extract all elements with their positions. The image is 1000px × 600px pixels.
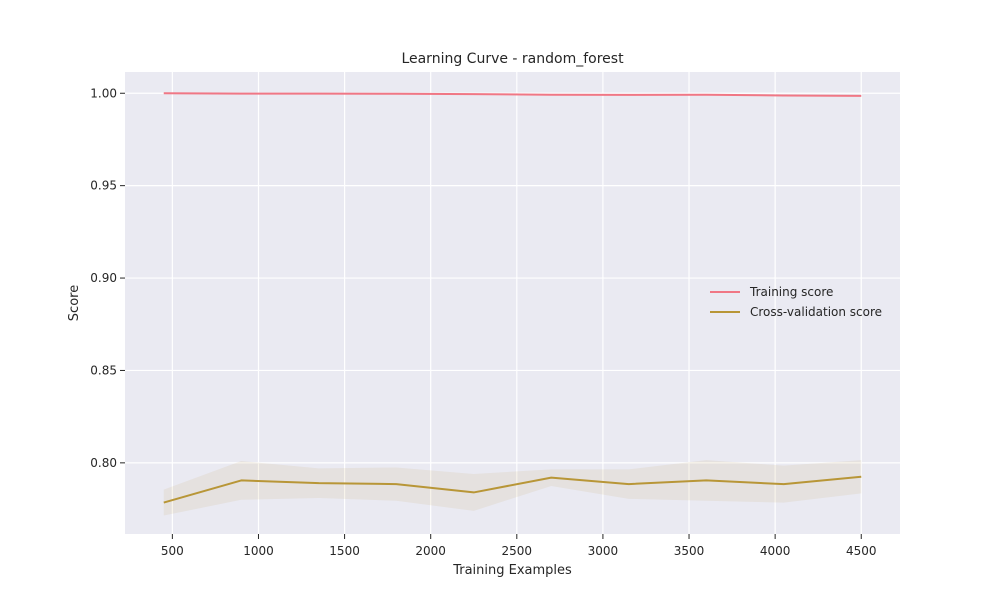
y-axis-ticks: 0.80 0.85 0.90 0.95 1.00 xyxy=(90,86,125,470)
y-tick-label: 0.85 xyxy=(90,363,117,377)
x-tick-label: 4500 xyxy=(846,544,877,558)
series-line-1 xyxy=(163,475,862,504)
x-tick-label: 4000 xyxy=(760,544,791,558)
score-band-1 xyxy=(163,460,862,516)
legend-label-1: Cross-validation score xyxy=(750,305,882,319)
y-tick-label: 0.90 xyxy=(90,271,117,285)
x-tick-label: 3000 xyxy=(588,544,619,558)
y-tick-label: 0.95 xyxy=(90,179,117,193)
x-tick-label: 2500 xyxy=(502,544,533,558)
plot-area xyxy=(125,72,900,534)
legend-label-0: Training score xyxy=(749,285,833,299)
x-tick-label: 500 xyxy=(161,544,184,558)
y-axis-label: Score xyxy=(67,285,82,321)
legend: Training score Cross-validation score xyxy=(710,285,882,319)
chart-title: Learning Curve - random_forest xyxy=(401,51,624,67)
series-lines xyxy=(163,92,862,504)
x-tick-label: 1000 xyxy=(243,544,274,558)
x-tick-label: 2000 xyxy=(415,544,446,558)
y-tick-label: 0.80 xyxy=(90,456,117,470)
grid-lines xyxy=(125,72,900,534)
x-tick-label: 3500 xyxy=(674,544,705,558)
x-axis-label: Training Examples xyxy=(452,563,572,578)
x-tick-label: 1500 xyxy=(329,544,360,558)
x-axis-ticks: 500 1000 1500 2000 2500 3000 3500 4000 4500 xyxy=(161,534,877,558)
y-tick-label: 1.00 xyxy=(90,86,117,100)
series-line-0 xyxy=(163,92,862,97)
